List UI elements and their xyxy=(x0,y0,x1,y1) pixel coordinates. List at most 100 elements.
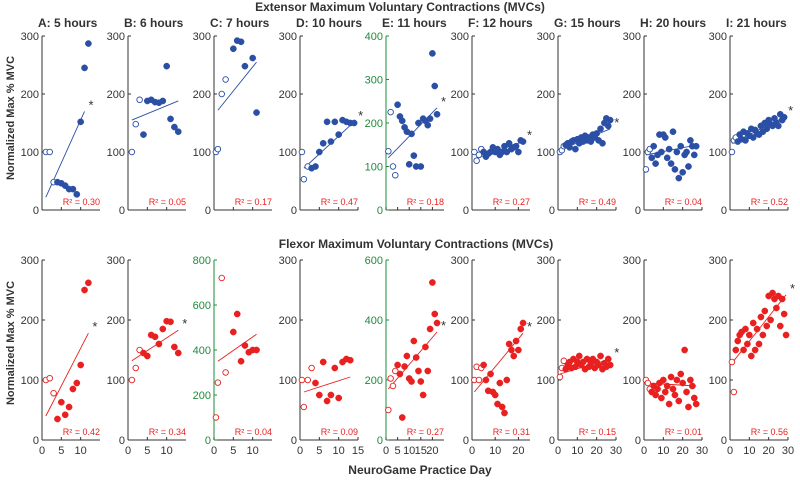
data-point-filled xyxy=(335,394,343,402)
data-point-filled xyxy=(747,352,755,360)
data-point-filled xyxy=(599,139,606,147)
data-point-filled xyxy=(498,403,506,411)
data-point-filled xyxy=(167,115,174,123)
data-point-filled xyxy=(57,398,65,406)
data-point-open xyxy=(473,157,480,164)
r-squared-label: R² = 0.17 xyxy=(235,197,272,207)
data-point-filled xyxy=(597,352,604,360)
data-point-filled xyxy=(396,370,404,378)
data-point-filled xyxy=(85,279,92,287)
y-tick-label: 0 xyxy=(377,435,383,447)
data-point-open xyxy=(214,379,222,386)
y-tick-label: 100 xyxy=(21,147,39,159)
data-point-filled xyxy=(54,415,61,423)
significance-star: * xyxy=(358,108,363,123)
y-tick-label: 300 xyxy=(623,31,641,43)
data-point-filled xyxy=(510,352,518,360)
y-tick-label: 300 xyxy=(537,255,555,267)
data-point-filled xyxy=(658,148,665,156)
panel-flexor-3: 0 200 400 600 800 0 5 10 R² = 0.04 xyxy=(193,255,272,457)
data-point-open xyxy=(385,406,392,414)
y-tick-label: 300 xyxy=(537,31,555,43)
data-point-open xyxy=(642,166,650,173)
panel-title: A: 5 hours xyxy=(38,16,98,30)
fit-line xyxy=(131,100,179,121)
flexor-row-title: Flexor Maximum Voluntary Contractions (M… xyxy=(279,237,553,251)
r-squared-label: R² = 0.30 xyxy=(63,197,100,207)
data-point-filled xyxy=(237,357,245,365)
y-tick-label: 0 xyxy=(721,435,727,447)
r-squared-label: R² = 0.52 xyxy=(751,197,788,207)
data-point-filled xyxy=(734,337,742,345)
y-tick-label: 300 xyxy=(451,255,469,267)
data-point-filled xyxy=(566,144,573,151)
x-tick-label: 0 xyxy=(383,445,389,457)
data-point-filled xyxy=(501,409,508,417)
data-point-filled xyxy=(315,391,323,399)
data-point-filled xyxy=(683,388,690,396)
y-tick-label: 0 xyxy=(463,435,469,447)
data-point-open xyxy=(728,358,736,366)
fit-line xyxy=(303,376,351,393)
data-point-filled xyxy=(519,319,527,327)
data-point-open xyxy=(389,382,397,390)
significance-star: * xyxy=(441,318,446,333)
y-tick-label: 100 xyxy=(537,147,555,159)
y-tick-label: 100 xyxy=(709,375,727,387)
data-point-open xyxy=(214,145,222,153)
y-tick-label: 200 xyxy=(365,375,383,387)
y-tick-label: 200 xyxy=(623,315,641,327)
x-tick-label: 5 xyxy=(395,445,401,457)
data-point-filled xyxy=(763,125,771,133)
data-point-filled xyxy=(505,340,513,348)
y-tick-label: 200 xyxy=(537,89,555,101)
data-point-open xyxy=(392,367,399,375)
significance-star: * xyxy=(788,103,793,118)
data-point-filled xyxy=(661,388,669,396)
y-tick-label: 100 xyxy=(279,147,297,159)
r-squared-label: R² = 0.31 xyxy=(493,427,530,437)
panel-flexor-4: 0 100 200 300 0 5 10 15 R² = 0.09 xyxy=(279,255,364,457)
data-point-filled xyxy=(140,131,147,138)
data-point-filled xyxy=(780,310,788,318)
y-tick-label: 0 xyxy=(549,205,555,217)
data-point-open xyxy=(298,148,306,156)
r-squared-label: R² = 0.42 xyxy=(63,427,100,437)
data-point-filled xyxy=(751,346,759,354)
data-point-filled xyxy=(496,379,504,387)
data-point-filled xyxy=(688,382,696,390)
data-point-filled xyxy=(673,148,681,156)
significance-star: * xyxy=(790,281,795,296)
data-point-filled xyxy=(159,97,167,105)
x-tick-label: 5 xyxy=(144,445,150,457)
data-point-filled xyxy=(515,148,522,156)
data-point-filled xyxy=(415,119,422,127)
data-point-filled xyxy=(671,391,679,399)
data-point-filled xyxy=(648,154,656,162)
data-point-open xyxy=(300,403,308,411)
data-point-filled xyxy=(253,109,260,116)
data-point-filled xyxy=(761,307,769,315)
data-point-filled xyxy=(480,361,487,369)
data-point-filled xyxy=(323,397,331,405)
y-tick-label: 200 xyxy=(21,89,39,101)
data-point-filled xyxy=(229,45,237,53)
data-point-filled xyxy=(508,346,515,354)
data-point-filled xyxy=(65,403,73,411)
data-point-filled xyxy=(69,185,77,193)
r-squared-label: R² = 0.27 xyxy=(493,197,530,207)
y-tick-label: 300 xyxy=(193,31,211,43)
data-point-filled xyxy=(675,174,683,182)
data-point-filled xyxy=(73,379,81,387)
data-point-filled xyxy=(690,151,698,159)
x-tick-label: 15 xyxy=(352,445,364,457)
data-point-filled xyxy=(431,310,439,318)
panel-flexor-9: 0 100 200 300 0 10 20 30 * R² = 0.56 xyxy=(709,255,795,457)
data-point-filled xyxy=(663,154,671,162)
data-point-filled xyxy=(505,139,513,147)
data-point-filled xyxy=(401,363,408,370)
data-point-filled xyxy=(572,145,579,153)
y-axis-label-bottom: Normalized Max % MVC xyxy=(5,281,17,405)
